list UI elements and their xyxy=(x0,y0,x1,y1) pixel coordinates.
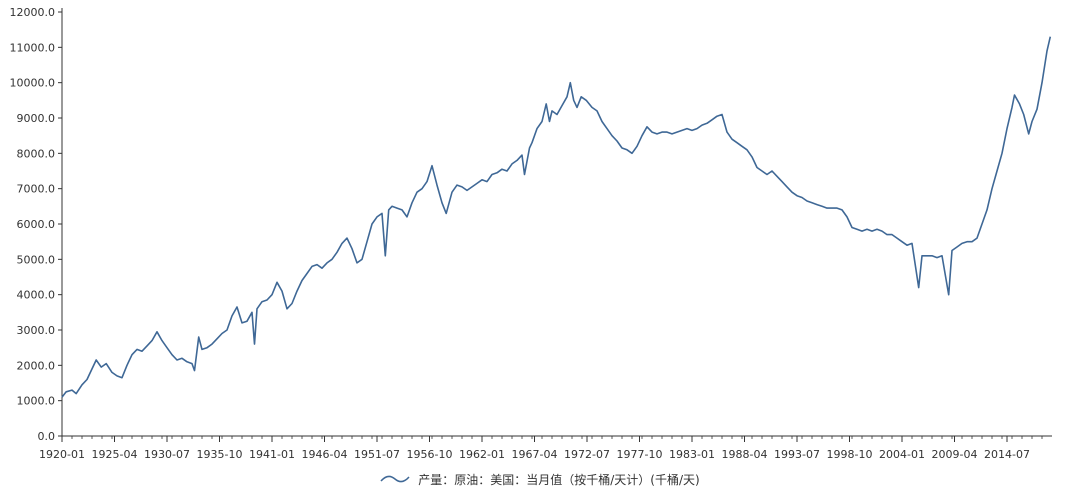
y-tick-label: 5000.0 xyxy=(17,253,56,266)
y-tick-label: 2000.0 xyxy=(17,359,56,372)
y-tick-label: 4000.0 xyxy=(17,289,56,302)
legend-line-icon xyxy=(380,475,410,483)
y-tick-label: 10000.0 xyxy=(10,77,56,90)
x-tick-label: 1988-04 xyxy=(722,448,768,461)
legend-label: 产量：原油：美国：当月值（按千桶/天计）(千桶/天) xyxy=(418,472,700,487)
x-tick-label: 1956-10 xyxy=(407,448,453,461)
x-tick-label: 1925-04 xyxy=(92,448,138,461)
x-tick-label: 1951-07 xyxy=(354,448,400,461)
y-tick-label: 1000.0 xyxy=(17,395,56,408)
x-tick-label: 2014-07 xyxy=(984,448,1030,461)
y-tick-label: 9000.0 xyxy=(17,112,56,125)
x-tick-label: 1930-07 xyxy=(144,448,190,461)
x-tick-label: 1920-01 xyxy=(39,448,85,461)
x-axis: 1920-01 1925-04 1930-07 1935-10 1941-01 1946-… xyxy=(39,435,1052,461)
y-tick-label: 0.0 xyxy=(38,430,56,443)
x-tick-label: 1972-07 xyxy=(564,448,610,461)
x-tick-label: 1941-01 xyxy=(249,448,295,461)
x-tick-label: 2004-01 xyxy=(879,448,925,461)
x-tick-label: 1962-01 xyxy=(459,448,505,461)
x-tick-label: 2009-04 xyxy=(932,448,978,461)
x-tick-label: 1993-07 xyxy=(774,448,820,461)
x-tick-label: 1946-04 xyxy=(302,448,348,461)
y-tick-label: 3000.0 xyxy=(17,324,56,337)
y-tick-label: 7000.0 xyxy=(17,183,56,196)
x-tick-label: 1935-10 xyxy=(197,448,243,461)
x-tick-label: 1998-10 xyxy=(827,448,873,461)
y-tick-label: 12000.0 xyxy=(10,6,56,19)
series-line xyxy=(61,36,1052,398)
x-tick-label: 1977-10 xyxy=(617,448,663,461)
y-tick-label: 8000.0 xyxy=(17,147,56,160)
line-chart: 0.0 1000.0 2000.0 3000.0 4000.0 5000.0 6000.0 7… xyxy=(10,6,1052,461)
x-tick-label: 1967-04 xyxy=(512,448,558,461)
x-tick-label: 1983-01 xyxy=(669,448,715,461)
y-axis: 0.0 1000.0 2000.0 3000.0 4000.0 5000.0 6000.0 7… xyxy=(10,6,63,443)
series-layer xyxy=(61,36,1052,398)
legend[interactable]: 产量：原油：美国：当月值（按千桶/天计）(千桶/天) xyxy=(0,470,1080,488)
y-tick-label: 11000.0 xyxy=(10,41,56,54)
y-tick-label: 6000.0 xyxy=(17,218,56,231)
